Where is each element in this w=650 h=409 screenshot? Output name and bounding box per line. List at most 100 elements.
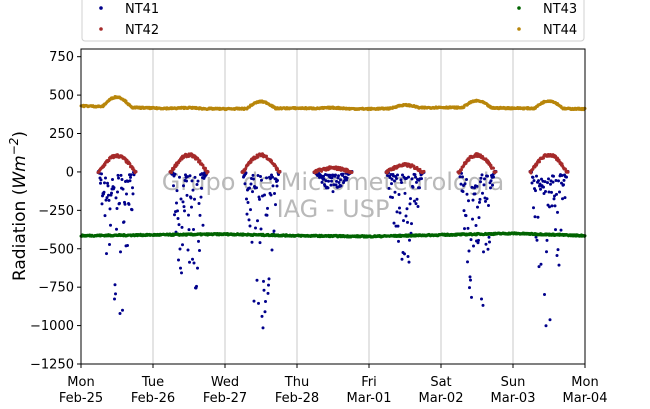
series-nt43 — [79, 231, 587, 239]
data-point — [543, 180, 547, 184]
legend-marker-nt42 — [99, 27, 103, 31]
data-point — [339, 184, 343, 188]
data-point — [486, 174, 489, 178]
data-point — [492, 175, 495, 179]
data-point — [267, 277, 271, 281]
legend: NT41 NT42 NT43 NT44 — [81, 0, 585, 42]
data-point — [128, 162, 132, 166]
data-point — [542, 185, 545, 189]
data-point — [530, 181, 534, 185]
data-point — [125, 192, 128, 196]
data-point — [460, 168, 463, 172]
data-point — [193, 197, 196, 201]
data-point — [106, 184, 110, 188]
data-point — [172, 184, 175, 188]
data-point — [392, 167, 396, 171]
data-point — [108, 243, 111, 247]
data-point — [197, 202, 201, 205]
data-point — [420, 177, 423, 181]
data-point — [197, 239, 200, 243]
data-point — [536, 215, 540, 219]
data-point — [398, 206, 401, 210]
series-layer — [79, 95, 587, 330]
data-point — [559, 228, 563, 232]
data-point — [350, 170, 354, 174]
data-point — [468, 275, 472, 279]
y-tick-label: −1250 — [30, 358, 74, 373]
data-point — [563, 196, 567, 200]
data-point — [534, 235, 538, 239]
data-point — [264, 300, 267, 304]
y-axis: 750 500 250 0 −250 −500 −750 −1000 −1250 — [30, 50, 81, 373]
x-tick-label-day: Tue — [141, 375, 164, 390]
data-point — [461, 189, 465, 193]
data-point — [178, 175, 181, 179]
data-point — [121, 308, 124, 312]
x-tick-label-day: Sun — [501, 375, 526, 390]
data-point — [198, 249, 201, 253]
data-point — [397, 192, 401, 196]
data-point — [560, 174, 564, 177]
data-point — [387, 186, 391, 190]
data-point — [131, 192, 135, 196]
data-point — [464, 214, 468, 218]
data-point — [467, 199, 470, 203]
data-point — [324, 179, 328, 183]
data-point — [271, 175, 274, 179]
data-point — [186, 175, 189, 179]
data-point — [190, 205, 193, 209]
data-point — [401, 173, 404, 177]
data-point — [195, 183, 199, 187]
data-point — [108, 207, 112, 211]
data-point — [249, 182, 253, 186]
data-point — [422, 169, 426, 173]
legend-label-nt43: NT43 — [543, 2, 577, 17]
data-point — [118, 312, 122, 316]
data-point — [418, 186, 421, 190]
data-point — [565, 175, 568, 179]
data-point — [176, 209, 179, 213]
data-point — [474, 223, 478, 227]
data-point — [249, 208, 252, 212]
data-point — [175, 201, 178, 205]
data-point — [407, 175, 410, 179]
data-point — [322, 174, 325, 178]
data-point — [247, 218, 251, 222]
data-point — [330, 176, 334, 180]
data-point — [182, 205, 186, 209]
data-point — [177, 258, 180, 262]
data-point — [257, 195, 261, 199]
data-point — [113, 283, 117, 287]
data-point — [320, 180, 324, 184]
data-point — [341, 172, 345, 176]
data-point — [397, 239, 400, 243]
data-point — [266, 291, 270, 295]
data-point — [406, 220, 409, 224]
data-point — [542, 156, 545, 160]
data-point — [331, 190, 335, 194]
x-tick-label-date: Feb-26 — [131, 391, 175, 406]
data-point — [180, 271, 183, 275]
x-tick-label-date: Feb-25 — [59, 391, 103, 406]
data-point — [404, 214, 408, 218]
data-point — [557, 179, 560, 183]
data-point — [544, 190, 547, 194]
data-point — [409, 197, 412, 201]
data-point — [337, 181, 341, 184]
data-point — [255, 186, 258, 190]
data-point — [396, 173, 399, 177]
plot-frame — [80, 48, 586, 365]
data-point — [187, 228, 191, 232]
x-tick-label-date: Feb-28 — [275, 391, 319, 406]
data-point — [134, 170, 138, 174]
data-point — [198, 213, 202, 217]
data-point — [543, 292, 546, 296]
data-point — [391, 195, 394, 199]
data-point — [547, 190, 551, 194]
data-point — [408, 238, 411, 242]
data-point — [465, 192, 469, 196]
data-point — [552, 197, 556, 201]
data-point — [393, 190, 397, 194]
data-point — [192, 228, 195, 231]
data-point — [481, 191, 484, 195]
